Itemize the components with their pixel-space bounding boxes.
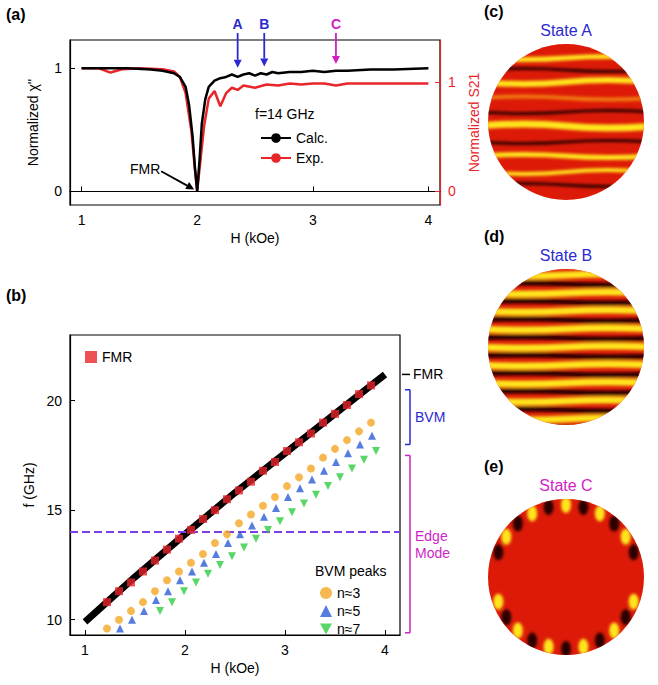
svg-text:3: 3 <box>309 212 317 228</box>
svg-text:BVM: BVM <box>415 409 445 425</box>
svg-text:f=14 GHz: f=14 GHz <box>255 106 315 122</box>
svg-text:(d): (d) <box>484 228 504 245</box>
svg-text:3: 3 <box>281 642 289 658</box>
svg-text:FMR: FMR <box>413 366 443 382</box>
svg-text:(b): (b) <box>6 287 26 304</box>
svg-text:n≈3: n≈3 <box>337 585 360 601</box>
svg-text:Calc.: Calc. <box>296 130 328 146</box>
svg-text:4: 4 <box>381 642 389 658</box>
svg-text:FMR: FMR <box>102 349 132 365</box>
svg-text:1: 1 <box>81 642 89 658</box>
svg-text:2: 2 <box>193 212 201 228</box>
svg-text:H (kOe): H (kOe) <box>231 230 280 246</box>
svg-text:f (GHz): f (GHz) <box>21 462 37 507</box>
svg-text:State C: State C <box>539 477 592 494</box>
svg-text:(c): (c) <box>484 3 504 20</box>
svg-text:2: 2 <box>181 642 189 658</box>
svg-text:1: 1 <box>78 212 86 228</box>
svg-text:20: 20 <box>46 393 62 409</box>
svg-text:H (kOe): H (kOe) <box>211 660 260 676</box>
svg-text:A: A <box>233 16 243 32</box>
svg-text:(e): (e) <box>484 458 504 475</box>
svg-text:15: 15 <box>46 502 62 518</box>
svg-text:(a): (a) <box>6 6 26 23</box>
svg-text:0: 0 <box>448 183 456 199</box>
svg-text:1: 1 <box>448 74 456 90</box>
svg-text:10: 10 <box>46 612 62 628</box>
svg-text:FMR: FMR <box>130 161 160 177</box>
svg-text:BVM peaks: BVM peaks <box>315 563 387 579</box>
svg-text:4: 4 <box>425 212 433 228</box>
svg-text:Exp.: Exp. <box>296 150 324 166</box>
svg-text:n≈5: n≈5 <box>337 603 360 619</box>
svg-text:Normalized χ'': Normalized χ'' <box>25 79 41 166</box>
svg-text:State A: State A <box>540 22 592 39</box>
svg-text:Mode: Mode <box>415 545 450 561</box>
svg-text:Normalized S21: Normalized S21 <box>466 72 482 172</box>
svg-text:State B: State B <box>540 247 592 264</box>
svg-text:C: C <box>331 16 341 32</box>
svg-text:0: 0 <box>54 183 62 199</box>
svg-text:B: B <box>259 16 269 32</box>
svg-text:n≈7: n≈7 <box>337 621 360 637</box>
svg-text:Edge: Edge <box>415 528 448 544</box>
svg-text:1: 1 <box>54 60 62 76</box>
